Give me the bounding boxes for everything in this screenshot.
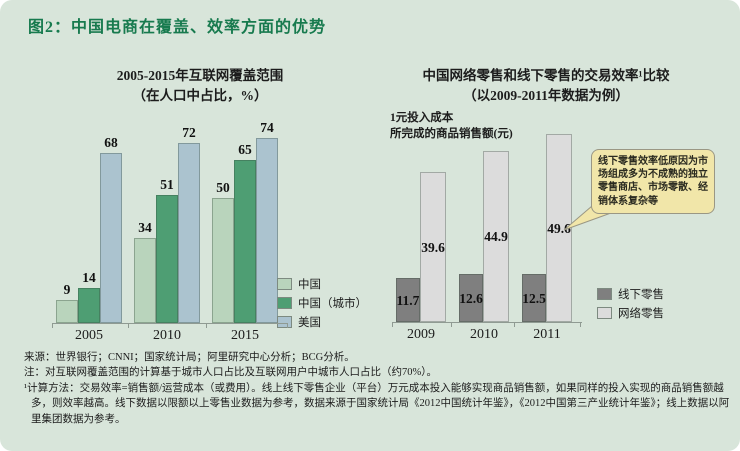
bar-value-label: 65 [238, 142, 252, 157]
legend-label: 中国（城市） [298, 298, 367, 310]
axis-tick [287, 323, 288, 328]
bar-线下零售-2011 [522, 274, 546, 322]
bar-线下零售-2009 [396, 278, 420, 322]
x-axis-label-2011: 2011 [533, 327, 561, 342]
right-chart-legend: 线下零售 网络零售 [597, 286, 664, 324]
legend-swatch-icon [277, 278, 292, 290]
bar-美国-2010 [178, 143, 200, 323]
x-axis-line [52, 323, 288, 328]
bar-中国-2005 [56, 300, 78, 323]
bar-中国（城市）-2010 [156, 195, 178, 323]
bar-value-label: 68 [104, 135, 118, 150]
internet-coverage-bar-chart: 9 14 68 2005 34 51 72 2010 50 65 74 2015 [52, 120, 292, 343]
bar-中国（城市）-2015 [234, 160, 256, 323]
axis-tick [52, 323, 53, 328]
source-note: 来源：世界银行；CNNI；国家统计局；阿里研究中心分析；BCG分析。 [24, 352, 355, 363]
right-chart-title-line1: 中国网络零售和线下零售的交易效率¹比较 [422, 68, 670, 83]
bar-中国（城市）-2005 [78, 288, 100, 323]
bar-value-label: 72 [182, 125, 196, 140]
bar-value-label: 44.9 [484, 229, 508, 244]
bar-中国-2010 [134, 238, 156, 323]
legend-item-美国: 美国 [277, 314, 367, 330]
bar-value-label: 14 [82, 270, 96, 285]
bar-value-label: 50 [216, 180, 230, 195]
left-chart-title: 2005-2015年互联网覆盖范围 （在人口中占比，%） [40, 66, 360, 107]
legend-label: 中国 [298, 279, 321, 291]
right-chart-y-axis-label: 1元投入成本 所完成的商品销售额(元) [390, 112, 513, 140]
legend-item-中国: 中国 [277, 276, 367, 292]
bar-value-label: 11.7 [396, 293, 420, 308]
left-chart-title-line2: （在人口中占比，%） [132, 88, 268, 104]
bar-value-label: 39.6 [421, 240, 445, 255]
legend-label: 网络零售 [618, 308, 664, 320]
bar-value-label: 12.5 [522, 291, 546, 306]
axis-tick [128, 323, 129, 328]
footnote: ¹计算方法：交易效率=销售额/运营成本（或费用）。线上线下零售企业（平台）万元成… [24, 382, 730, 425]
left-chart-legend: 中国中国（城市） 美国 [277, 276, 367, 333]
left-chart-title-line1: 2005-2015年互联网覆盖范围 [116, 68, 284, 83]
bar-美国-2005 [100, 153, 122, 323]
legend-swatch-icon [277, 316, 292, 328]
axis-tick [580, 322, 581, 327]
legend-label: 线下零售 [618, 289, 664, 301]
right-chart-title-line2: （以2009-2011年数据为例） [463, 88, 629, 104]
x-axis-label-2009: 2009 [407, 327, 435, 342]
legend-label: 美国 [298, 317, 321, 329]
axis-tick [206, 323, 207, 328]
bar-value-label: 34 [138, 220, 152, 235]
bar-value-label: 9 [63, 282, 71, 297]
bar-value-label: 49.6 [547, 221, 571, 236]
legend-swatch-icon [277, 297, 292, 309]
legend-swatch-icon [597, 288, 612, 300]
x-axis-label-2010: 2010 [470, 327, 498, 342]
legend-item-中国（城市）: 中国（城市） [277, 295, 367, 311]
axis-tick [392, 322, 393, 327]
bar-中国-2015 [212, 198, 234, 323]
axis-tick [514, 322, 515, 327]
retail-efficiency-bar-chart: 11.7 39.6 2009 12.6 44.9 2010 12.5 49.6 2011 [392, 120, 602, 342]
legend-item-网络零售: 网络零售 [597, 305, 664, 321]
x-axis-label-2015: 2015 [231, 328, 259, 343]
notes-block: 来源：世界银行；CNNI；国家统计局；阿里研究中心分析；BCG分析。 注：对互联… [24, 350, 732, 427]
bar-value-label: 74 [260, 120, 274, 135]
bar-美国-2015 [256, 138, 278, 323]
x-axis-label-2010: 2010 [153, 328, 181, 343]
right-chart-title: 中国网络零售和线下零售的交易效率¹比较 （以2009-2011年数据为例） [378, 66, 714, 107]
callout-annotation: 线下零售效率低原因为市场组成多为不成熟的独立零售商店、市场零散、经销体系复杂等 [591, 149, 715, 214]
bar-线下零售-2010 [459, 274, 483, 322]
callout-text: 线下零售效率低原因为市场组成多为不成熟的独立零售商店、市场零散、经销体系复杂等 [598, 156, 708, 207]
x-axis-line [392, 322, 582, 327]
legend-item-线下零售: 线下零售 [597, 286, 664, 302]
figure-title: 图2：中国电商在覆盖、效率方面的优势 [28, 19, 327, 36]
legend-swatch-icon [597, 307, 612, 319]
x-axis-label-2005: 2005 [75, 328, 103, 343]
bar-value-label: 51 [160, 177, 174, 192]
bar-网络零售-2010 [483, 151, 509, 322]
method-note: 注：对互联网覆盖范围的计算基于城市人口占比及互联网用户中城市人口占比（约70%）… [24, 367, 437, 379]
bar-value-label: 12.6 [459, 291, 483, 306]
axis-tick [451, 322, 452, 327]
bar-网络零售-2009 [420, 172, 446, 322]
